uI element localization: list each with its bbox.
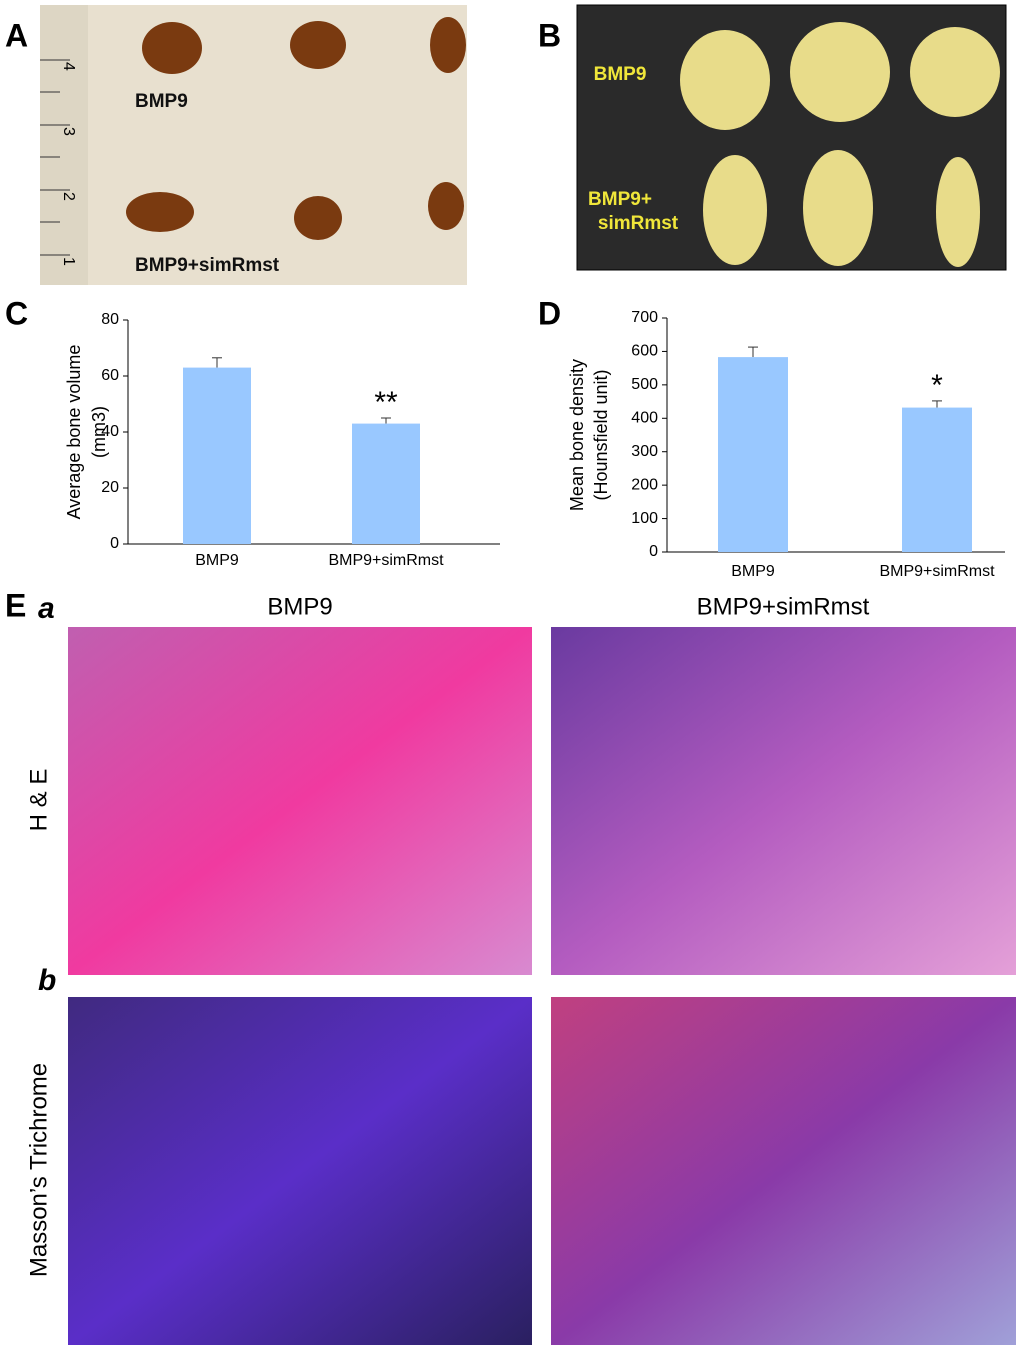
row-title: H & E [25,769,52,832]
y-tick-label: 40 [101,423,119,440]
y-tick-label: 0 [110,535,119,552]
panel-label: E [5,587,26,623]
group-label: BMP9 [594,64,647,85]
histology-image [551,997,1016,1345]
column-label: BMP9+simRmst [697,593,870,620]
row-label: a [38,592,55,625]
group-label: BMP9+ [588,189,652,210]
group-label: BMP9+simRmst [135,255,280,276]
x-tick-label: BMP9+simRmst [879,563,995,580]
bar [902,407,972,552]
y-tick-label: 0 [649,543,658,560]
x-tick-label: BMP9+simRmst [328,552,444,569]
panel-label: C [5,295,28,331]
histology-image [551,627,1016,975]
y-tick-label: 300 [631,443,658,460]
bar [183,367,251,544]
y-tick-label: 600 [631,343,658,360]
y-tick-label: 400 [631,410,658,427]
photo [40,5,467,285]
y-tick-label: 20 [101,479,119,496]
y-tick-label: 200 [631,476,658,493]
panel-label: B [538,17,561,53]
y-axis-label: (mm3) [89,406,109,458]
significance: * [931,369,943,402]
bar [352,423,420,544]
y-axis-label: (Hounsfield unit) [591,369,611,500]
y-tick-label: 60 [101,367,119,384]
ruler-ticks [40,59,70,256]
y-tick-label: 700 [631,309,658,326]
group-label: BMP9 [135,91,188,112]
ruler-label: 4 [60,62,77,71]
x-tick-label: BMP9 [195,552,239,569]
histology-image [68,997,532,1345]
y-axis-label: Average bone volume [64,345,84,520]
row-label: b [38,964,56,997]
row-title: Masson’s Trichrome [25,1063,52,1277]
ct-samples [680,22,1000,267]
ruler-label: 3 [60,127,77,136]
y-tick-label: 100 [631,510,658,527]
bar [718,357,788,552]
ruler-label: 1 [60,257,77,266]
y-tick-label: 500 [631,376,658,393]
histology-image [68,627,532,975]
y-axis-label: Mean bone density [567,359,587,511]
column-label: BMP9 [267,593,332,620]
ruler-label: 2 [60,192,77,201]
group-label: simRmst [598,213,679,234]
y-tick-label: 80 [101,311,119,328]
samples [126,17,466,240]
x-tick-label: BMP9 [731,563,775,580]
panel-label: D [538,295,561,331]
panel-label: A [5,17,28,53]
significance: ** [374,386,398,419]
ruler [40,5,88,285]
